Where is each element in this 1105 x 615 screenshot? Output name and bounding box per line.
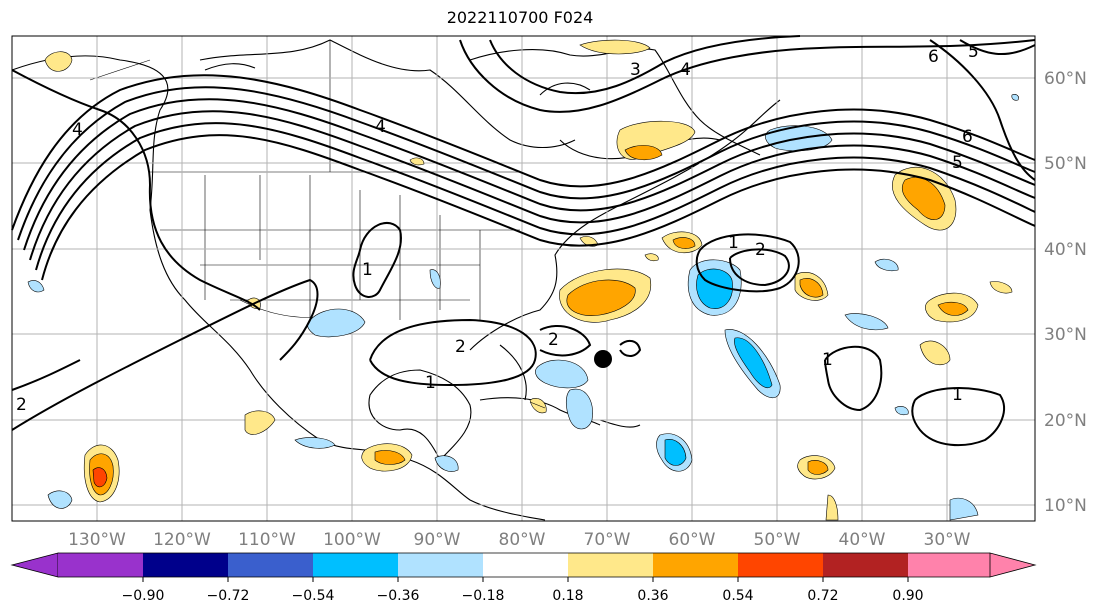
colorbar-segment <box>738 553 823 577</box>
lon-label: 90°W <box>414 530 461 550</box>
longitude-labels: 130°W 120°W 110°W 100°W 90°W 80°W 70°W 6… <box>68 530 971 550</box>
colorbar-tick-label: 0.54 <box>722 588 753 604</box>
contour-label: 4 <box>72 120 83 140</box>
contour-label: 2 <box>16 395 27 415</box>
contour-label: 2 <box>455 337 466 357</box>
colorbar-segment <box>483 553 568 577</box>
contour-label: 4 <box>680 60 691 80</box>
lon-label: 50°W <box>754 530 801 550</box>
contour-label: 1 <box>822 350 833 370</box>
colorbar-tick-label: 0.90 <box>892 588 923 604</box>
colorbar-tick-label: 0.18 <box>552 588 583 604</box>
colorbar-tick-label: −0.18 <box>462 588 505 604</box>
storm-center-marker <box>594 350 612 368</box>
colorbar-tick-label: −0.54 <box>292 588 335 604</box>
colorbar-extend-low <box>10 552 59 578</box>
contour-label: 4 <box>375 117 386 137</box>
lon-label: 40°W <box>839 530 886 550</box>
lon-label: 80°W <box>499 530 546 550</box>
contour-label: 2 <box>548 330 559 350</box>
contour-label: 2 <box>755 240 766 260</box>
colorbar-segment <box>908 553 990 577</box>
map-title: 2022110700 F024 <box>446 8 594 27</box>
contour-label: 1 <box>728 233 739 253</box>
lon-label: 70°W <box>584 530 631 550</box>
contour-label: 6 <box>928 47 939 67</box>
lon-label: 100°W <box>323 530 381 550</box>
colorbar-tick-label: −0.90 <box>122 588 165 604</box>
map-frame <box>11 35 1036 522</box>
latitude-labels: 60°N 50°N 40°N 30°N 20°N 10°N <box>1044 69 1087 516</box>
colorbar-segment <box>58 553 143 577</box>
lon-label: 120°W <box>153 530 211 550</box>
lon-label: 30°W <box>924 530 971 550</box>
colorbar-segment <box>398 553 483 577</box>
anomaly-fills <box>27 39 1019 521</box>
colorbar-segment <box>823 553 908 577</box>
colorbar-extend-high <box>989 552 1037 578</box>
lat-label: 60°N <box>1044 69 1087 89</box>
lat-label: 10°N <box>1044 496 1087 516</box>
colorbar: −0.90 −0.72 −0.54 −0.36 −0.18 0.18 0.36 … <box>10 552 1037 604</box>
lon-label: 60°W <box>669 530 716 550</box>
contour-label: 1 <box>425 373 436 393</box>
colorbar-tick-label: 0.72 <box>807 588 838 604</box>
contour-label: 1 <box>362 260 373 280</box>
colorbar-segment <box>653 553 738 577</box>
colorbar-tick-label: −0.72 <box>207 588 250 604</box>
colorbar-segment <box>313 553 398 577</box>
contour-label-group: 1 1 1 1 1 2 2 2 2 3 4 4 4 5 5 6 6 <box>16 42 979 415</box>
lon-label: 130°W <box>68 530 126 550</box>
lat-label: 50°N <box>1044 154 1087 174</box>
colorbar-tick-label: 0.36 <box>637 588 668 604</box>
colorbar-segment <box>228 553 313 577</box>
lon-label: 110°W <box>238 530 296 550</box>
map-area <box>12 36 1035 521</box>
contour-label: 3 <box>630 60 641 80</box>
lat-label: 30°N <box>1044 325 1087 345</box>
contour-label: 6 <box>962 127 973 147</box>
contour-label: 1 <box>952 385 963 405</box>
contour-lines <box>11 35 1036 447</box>
contour-label: 5 <box>952 153 963 173</box>
colorbar-segment <box>568 553 653 577</box>
lat-label: 20°N <box>1044 411 1087 431</box>
colorbar-segment <box>143 553 228 577</box>
lat-label: 40°N <box>1044 240 1087 260</box>
colorbar-tick-label: −0.36 <box>377 588 420 604</box>
contour-label: 5 <box>968 42 979 62</box>
